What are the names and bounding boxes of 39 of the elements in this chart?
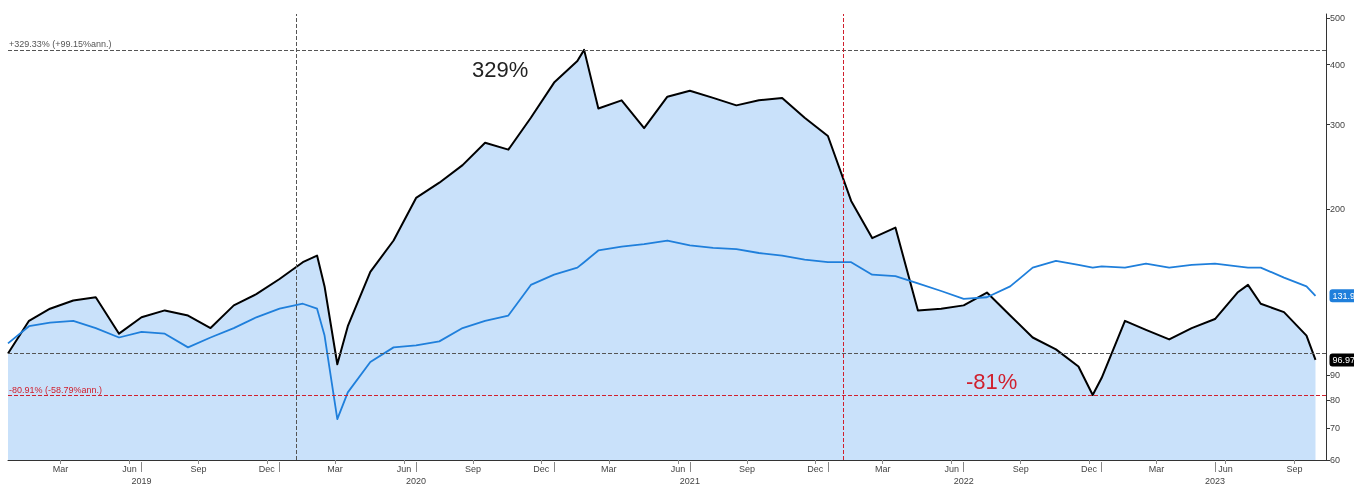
annotation: 329% (472, 56, 529, 82)
y-tick-label: 300 (1330, 119, 1346, 130)
x-tick-label: Mar (52, 463, 69, 474)
x-tick-label: Jun (944, 463, 959, 474)
x-tick-label: Mar (874, 463, 891, 474)
x2-tick-label: 2023 (1204, 475, 1225, 486)
y-tick-label: 70 (1330, 422, 1341, 433)
x-tick-label: Mar (1148, 463, 1165, 474)
x2-tick-label: 2019 (131, 475, 152, 486)
y-tick-label: 60 (1330, 455, 1341, 465)
annotation: -81% (966, 368, 1018, 394)
x-tick-label: Sep (1012, 463, 1029, 474)
y-tick-label: 400 (1330, 59, 1346, 70)
x2-tick-label: 2021 (679, 475, 700, 486)
data-label: 131.9 (1332, 290, 1354, 301)
x-tick-label: Jun (1218, 463, 1233, 474)
x-tick-label: Sep (465, 463, 482, 474)
x2-tick-label: 2022 (953, 475, 974, 486)
x-tick-label: Dec (807, 463, 824, 474)
line-series (7, 239, 1317, 421)
x-tick-label: Jun (122, 463, 137, 474)
y-tick-label: 80 (1330, 395, 1341, 406)
ref-line-label: +329.33% (+99.15%ann.) (9, 39, 112, 50)
x-tick-label: Dec (533, 463, 550, 474)
x-tick-label: Jun (396, 463, 412, 474)
y-tick-label: 200 (1330, 204, 1346, 215)
x-tick-label: Jun (670, 463, 686, 474)
x-tick-label: Dec (1080, 463, 1098, 474)
data-label: 96.97 (1332, 354, 1354, 365)
x-tick-label: Mar (327, 463, 343, 474)
x-tick-label: Sep (190, 463, 207, 474)
y-tick-label: 90 (1330, 370, 1341, 381)
x2-tick-label: 2020 (406, 475, 427, 486)
x-tick-label: Mar (601, 463, 617, 474)
x-tick-label: Sep (738, 463, 755, 474)
x-tick-label: Dec (258, 463, 276, 474)
ref-line-label: -80.91% (-58.79%ann.) (9, 384, 103, 395)
x-tick-label: Sep (1286, 463, 1303, 474)
y-tick-label: 500 (1330, 13, 1346, 24)
